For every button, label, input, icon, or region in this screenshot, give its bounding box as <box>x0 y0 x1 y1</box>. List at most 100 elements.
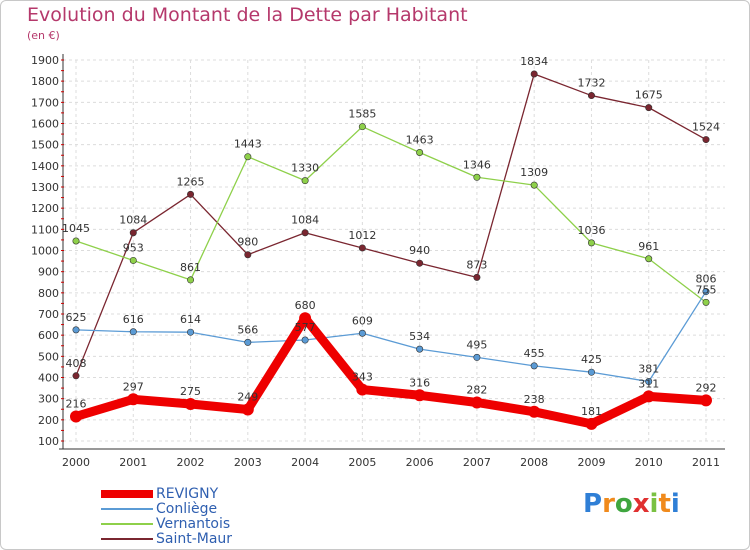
data-point <box>587 368 595 376</box>
data-point <box>127 393 140 406</box>
data-label: 873 <box>466 258 487 271</box>
data-label: 181 <box>581 405 602 418</box>
series-line-conli-ge <box>75 290 707 383</box>
x-tick-label: 2011 <box>692 456 720 469</box>
data-point <box>700 394 712 407</box>
data-point <box>299 312 312 325</box>
x-tick-label: 2005 <box>348 456 376 469</box>
y-tick-label: 1600 <box>31 118 59 131</box>
data-label: 861 <box>180 261 201 274</box>
data-point <box>473 273 481 281</box>
y-tick-label: 1700 <box>31 96 59 109</box>
legend-swatch <box>101 538 153 540</box>
data-label: 577 <box>295 321 316 334</box>
logo-letter: x <box>632 489 650 519</box>
legend-label: Conliège <box>156 501 218 517</box>
data-point <box>585 417 598 430</box>
y-tick-label: 1400 <box>31 160 59 173</box>
data-label: 566 <box>237 323 258 336</box>
data-point <box>358 123 366 131</box>
data-label: 1732 <box>577 77 605 90</box>
data-point <box>587 239 595 247</box>
y-tick-label: 1500 <box>31 139 59 152</box>
x-tick-label: 2002 <box>177 456 205 469</box>
data-point <box>72 326 80 334</box>
y-tick-label: 100 <box>38 435 59 448</box>
data-label: 408 <box>66 357 87 370</box>
series-line-revigny <box>71 313 711 429</box>
data-label: 614 <box>180 313 201 326</box>
chart-title: Evolution du Montant de la Dette par Hab… <box>27 4 468 26</box>
data-label: 316 <box>409 376 430 389</box>
x-tick-label: 2003 <box>234 456 262 469</box>
y-tick-label: 700 <box>38 308 59 321</box>
data-point <box>356 383 369 396</box>
data-label: 1330 <box>291 162 319 175</box>
data-label: 495 <box>466 338 487 351</box>
data-label: 1045 <box>62 222 90 235</box>
series-line-saint-maur <box>75 73 707 377</box>
logo-letter: t <box>658 489 671 519</box>
data-label: 455 <box>524 347 545 360</box>
data-label: 534 <box>409 330 430 343</box>
data-point <box>645 378 653 386</box>
data-label: 1084 <box>119 214 147 227</box>
data-point <box>72 372 80 380</box>
data-point <box>702 298 710 306</box>
data-point <box>530 181 538 189</box>
logo-letter: o <box>614 489 633 519</box>
data-label: 1524 <box>692 121 720 134</box>
y-tick-label: 800 <box>38 287 59 300</box>
series-layer <box>70 70 712 430</box>
x-tick-label: 2006 <box>406 456 434 469</box>
data-label: 282 <box>466 383 487 396</box>
y-tick-label: 1800 <box>31 75 59 88</box>
data-label: 1585 <box>348 108 376 121</box>
data-label: 806 <box>696 273 717 286</box>
data-point <box>187 190 195 198</box>
data-label: 1012 <box>348 229 376 242</box>
data-label: 755 <box>696 283 717 296</box>
data-point <box>184 397 197 410</box>
data-label-layer: 216 297 275 249 680 343 316 282 238 181 311 292 625 6… <box>62 55 720 418</box>
data-label: 292 <box>696 381 717 394</box>
legend-label: REVIGNY <box>156 486 219 502</box>
data-label: 381 <box>638 363 659 376</box>
data-point <box>473 353 481 361</box>
data-label: 216 <box>66 397 87 410</box>
data-label: 1084 <box>291 214 319 227</box>
data-label: 961 <box>638 240 659 253</box>
data-point <box>244 251 252 259</box>
data-label: 1309 <box>520 166 548 179</box>
legend-swatch <box>101 490 153 498</box>
y-tick-label: 200 <box>38 414 59 427</box>
data-point <box>244 338 252 346</box>
legend-label: Saint-Maur <box>156 531 233 547</box>
data-point <box>470 396 483 409</box>
y-tick-label: 1000 <box>31 245 59 258</box>
data-point <box>473 173 481 181</box>
x-tick-label: 2008 <box>520 456 548 469</box>
x-tick-label: 2007 <box>463 456 491 469</box>
legend-swatch <box>101 523 153 525</box>
data-label: 1443 <box>234 138 262 151</box>
data-point <box>244 153 252 161</box>
data-point <box>645 255 653 263</box>
y-tick-label: 500 <box>38 350 59 363</box>
y-tick-label: 1100 <box>31 223 59 236</box>
data-label: 1265 <box>177 175 205 188</box>
data-label: 980 <box>237 236 258 249</box>
data-point <box>528 405 541 418</box>
data-label: 680 <box>295 299 316 312</box>
y-tick-label: 1900 <box>31 54 59 67</box>
data-label: 940 <box>409 244 430 257</box>
data-label: 238 <box>524 393 545 406</box>
data-point <box>70 410 82 423</box>
data-point <box>187 276 195 284</box>
y-tick-label: 600 <box>38 329 59 342</box>
data-label: 249 <box>237 390 258 403</box>
y-tick-label: 400 <box>38 372 59 385</box>
data-point <box>642 390 655 403</box>
x-tick-label: 2000 <box>62 456 90 469</box>
